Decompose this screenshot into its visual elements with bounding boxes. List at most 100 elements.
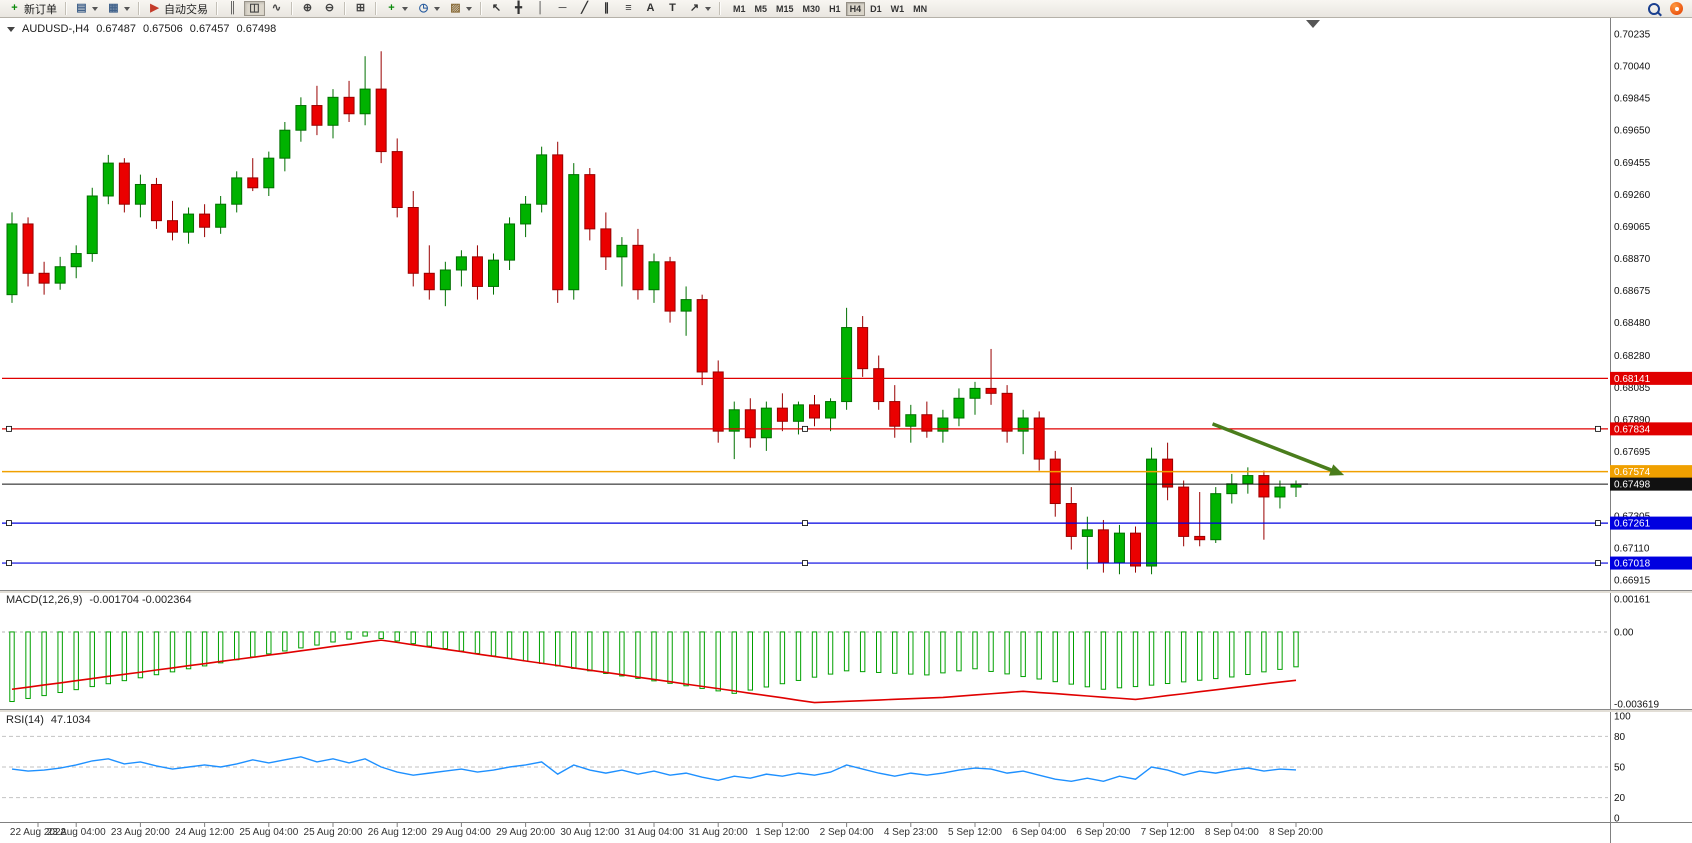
line-selection-handle[interactable] — [802, 520, 808, 526]
timeframe-button-MN[interactable]: MN — [909, 2, 931, 16]
price-axis[interactable]: 0.70235 0.70040 0.69845 0.69650 0.69455 0.692… — [1610, 30, 1692, 587]
zoom-in-button[interactable]: ⊕ — [297, 1, 318, 16]
candle — [953, 388, 965, 427]
channel-tool-button[interactable]: ∥ — [596, 1, 617, 16]
chart-shift-marker-icon[interactable] — [1306, 20, 1320, 28]
candle-body — [744, 409, 756, 439]
candle — [600, 212, 612, 270]
price-badge-label: 0.67261 — [1614, 519, 1651, 530]
vertical-line-tool-button[interactable]: │ — [530, 1, 551, 16]
indicators-button[interactable]: + — [381, 1, 412, 16]
macd-histogram-bar — [538, 631, 545, 664]
timeframe-button-M5[interactable]: M5 — [751, 2, 772, 16]
candle — [792, 401, 804, 435]
line-selection-handle[interactable] — [1595, 560, 1601, 566]
horizontal-line-tool-button[interactable]: ─ — [552, 1, 573, 16]
candle — [86, 187, 98, 262]
price-chart[interactable]: 0.70235 0.70040 0.69845 0.69650 0.69455 0.692… — [0, 18, 1692, 843]
timeframe-button-H4[interactable]: H4 — [845, 1, 866, 16]
line-selection-handle[interactable] — [802, 560, 808, 566]
candle-body — [38, 272, 50, 284]
line-selection-handle[interactable] — [802, 425, 808, 432]
indicators-icon: + — [388, 2, 395, 14]
dropdown-caret-icon — [402, 6, 408, 11]
new-order-button[interactable]: + 新订单 — [4, 1, 61, 16]
macd-histogram-bar — [169, 631, 176, 673]
macd-histogram-bar — [1213, 631, 1219, 680]
macd-histogram-bar — [378, 631, 384, 639]
macd-histogram-bar — [474, 631, 481, 654]
candle-body — [86, 195, 98, 255]
trendline-tool-button[interactable]: ╱ — [574, 1, 595, 16]
candle-body — [231, 177, 243, 205]
notifications-icon[interactable] — [1670, 2, 1683, 15]
macd-histogram-bar — [795, 631, 802, 681]
label-tool-button[interactable]: T — [662, 1, 683, 16]
line-selection-handle[interactable] — [6, 425, 12, 432]
candle-body — [520, 203, 532, 225]
macd-histogram-bar — [105, 631, 111, 685]
crosshair-tool-button[interactable]: ╋ — [508, 1, 529, 16]
autotrading-button[interactable]: ▶ 自动交易 — [144, 1, 212, 16]
candle-body — [215, 203, 227, 228]
line-chart-mode-button[interactable]: ∿ — [266, 1, 287, 16]
time-tick-label: 31 Aug 04:00 — [625, 827, 684, 838]
timeframe-button-W1[interactable]: W1 — [887, 2, 909, 16]
trend-arrow-annotation[interactable] — [1211, 422, 1345, 476]
profiles-button[interactable]: ▦ — [103, 1, 134, 16]
candlestick-mode-button[interactable]: ◫ — [244, 1, 265, 16]
macd-histogram-bar — [972, 631, 978, 670]
timeframe-button-M15[interactable]: M15 — [772, 2, 798, 16]
panel-splitter[interactable] — [0, 590, 1692, 593]
toolbar-separator — [291, 2, 293, 15]
panel-splitter[interactable] — [0, 709, 1692, 712]
line-selection-handle[interactable] — [6, 520, 12, 526]
macd-histogram-bar — [298, 631, 304, 649]
price-badge-label: 0.67574 — [1614, 467, 1651, 478]
timeframe-button-M1[interactable]: M1 — [729, 2, 750, 16]
macd-histogram-bar — [811, 631, 818, 678]
fibonacci-tool-button[interactable]: ≡ — [618, 1, 639, 16]
tile-windows-button[interactable]: ⊞ — [350, 1, 371, 16]
line-selection-handle[interactable] — [1595, 425, 1601, 432]
candle-body — [407, 207, 419, 274]
timeframe-selector: M1 M5 M15 M30 H1 H4 D1 W1 MN — [729, 1, 931, 16]
timeframe-button-H1[interactable]: H1 — [825, 2, 845, 16]
line-selection-handle[interactable] — [6, 560, 12, 566]
macd-histogram-bar — [587, 631, 593, 672]
time-tick-label: 25 Aug 04:00 — [239, 827, 298, 838]
text-tool-button[interactable]: A — [640, 1, 661, 16]
candle — [1258, 470, 1270, 540]
macd-histogram-bar — [153, 631, 160, 676]
rsi-panel: 100 80 50 20 0 — [2, 712, 1631, 825]
dropdown-caret-icon — [705, 6, 711, 11]
candle-body — [584, 174, 596, 230]
chart-menu-icon[interactable] — [7, 26, 15, 32]
line-selection-handle[interactable] — [1595, 520, 1601, 526]
macd-histogram-bar — [1052, 631, 1058, 683]
timeframe-button-D1[interactable]: D1 — [866, 2, 886, 16]
candle — [38, 261, 50, 295]
candle — [841, 307, 853, 410]
new-chart-button[interactable]: ▤ — [71, 1, 102, 16]
timeframe-button-M30[interactable]: M30 — [799, 2, 825, 16]
candle-body — [263, 157, 275, 189]
chart-window[interactable]: 0.70235 0.70040 0.69845 0.69650 0.69455 0.692… — [0, 18, 1692, 843]
toolbar-separator — [344, 2, 346, 15]
candle-body — [22, 223, 34, 274]
macd-histogram-bar — [25, 631, 31, 699]
bar-chart-mode-button[interactable]: ║ — [222, 1, 243, 16]
arrows-tool-button[interactable]: ↗ — [684, 1, 715, 16]
rsi-axis-label: 50 — [1614, 763, 1626, 774]
templates-button[interactable]: ▨ — [445, 1, 476, 16]
cursor-tool-button[interactable]: ↖ — [486, 1, 507, 16]
candle — [343, 80, 355, 122]
macd-values: -0.001704 -0.002364 — [89, 594, 192, 606]
zoom-out-button[interactable]: ⊖ — [319, 1, 340, 16]
candle — [584, 168, 596, 241]
candle-body — [1210, 493, 1222, 541]
search-icon[interactable] — [1648, 2, 1660, 15]
periods-button[interactable]: ◷ — [413, 1, 444, 16]
candle-body — [70, 253, 82, 268]
